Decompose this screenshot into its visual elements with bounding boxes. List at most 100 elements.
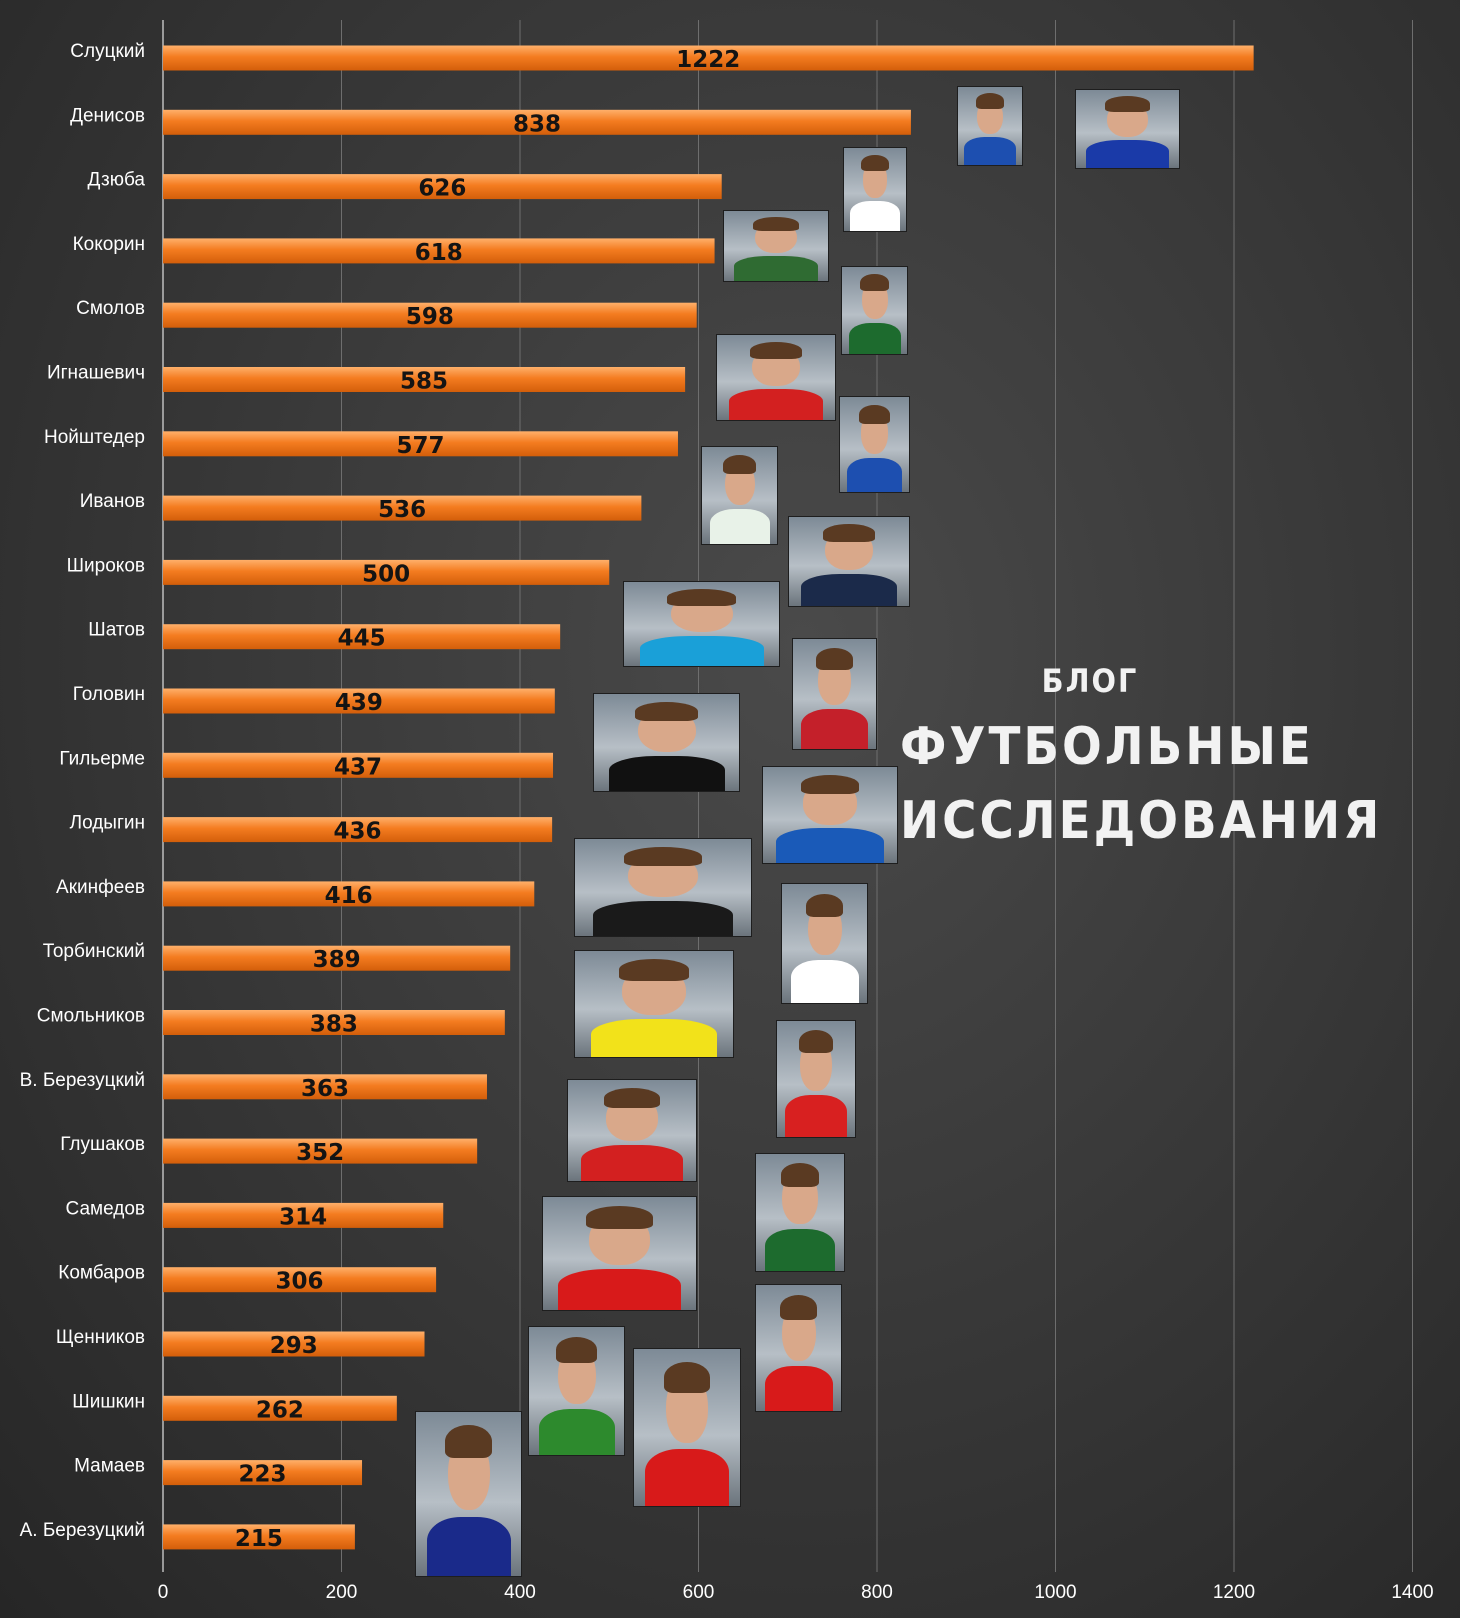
bar [163, 752, 554, 778]
value-label: 536 [378, 497, 426, 523]
player-photo [593, 693, 740, 792]
value-label: 352 [296, 1140, 344, 1166]
category-label: Слуцкий [70, 41, 145, 62]
bar [163, 1267, 437, 1293]
bar [163, 174, 722, 200]
player-photo [574, 950, 734, 1058]
labels: 0 200 400 600 800 1000 1200 1400 Слуцкий 1222 Дени… [20, 41, 1434, 1603]
category-label: Игнашевич [47, 363, 145, 384]
player-photo [841, 266, 908, 355]
player-photo [723, 210, 829, 282]
value-label: 439 [335, 690, 383, 716]
blog-branding: БЛОГ ФУТБОЛЬНЫЕ ИССЛЕДОВАНИЯ [900, 662, 1383, 858]
brand-small: БЛОГ [1041, 662, 1139, 700]
x-tick-label: 1200 [1213, 1582, 1255, 1603]
player-photo [528, 1326, 625, 1456]
value-label: 306 [276, 1269, 324, 1295]
player-photo [716, 334, 836, 421]
value-label: 215 [235, 1526, 283, 1552]
x-tick-label: 800 [861, 1582, 893, 1603]
value-label: 223 [239, 1462, 287, 1488]
bar [163, 688, 555, 714]
player-photo [623, 581, 780, 667]
value-label: 1222 [676, 47, 740, 73]
category-label: Смолов [76, 298, 145, 319]
category-label: Самедов [66, 1198, 145, 1219]
bar [163, 817, 553, 843]
value-label: 389 [313, 947, 361, 973]
category-label: Гильерме [59, 748, 145, 769]
player-photo [633, 1348, 741, 1507]
player-photo [755, 1284, 842, 1412]
brand-line-2: ИССЛЕДОВАНИЯ [900, 791, 1383, 851]
category-label: В. Березуцкий [20, 1070, 145, 1091]
value-label: 314 [279, 1204, 327, 1230]
bar [163, 495, 642, 521]
category-label: А. Березуцкий [20, 1520, 145, 1541]
value-label: 416 [325, 883, 373, 909]
bar [163, 1202, 444, 1228]
category-label: Широков [67, 555, 145, 576]
value-label: 838 [513, 111, 561, 137]
category-label: Иванов [80, 491, 145, 512]
bar [163, 1331, 425, 1357]
player-photo [788, 516, 910, 607]
value-label: 437 [334, 754, 382, 780]
category-label: Глушаков [60, 1134, 145, 1155]
x-tick-label: 400 [504, 1582, 536, 1603]
value-label: 383 [310, 1012, 358, 1038]
x-tick-label: 600 [683, 1582, 715, 1603]
category-label: Денисов [70, 105, 145, 126]
category-label: Шишкин [72, 1391, 145, 1412]
bar [163, 431, 678, 457]
player-photo [843, 147, 907, 232]
value-label: 626 [418, 176, 466, 202]
category-label: Кокорин [73, 234, 145, 255]
bar [163, 1010, 505, 1035]
x-tick-label: 200 [326, 1582, 358, 1603]
player-photo [792, 638, 877, 750]
bar [163, 1524, 355, 1550]
player-photo [755, 1153, 845, 1272]
player-photo [1075, 89, 1180, 169]
bar [163, 1460, 363, 1486]
value-label: 585 [400, 369, 448, 395]
brand-line-1: ФУТБОЛЬНЫЕ [900, 717, 1314, 777]
x-tick-label: 1400 [1391, 1582, 1433, 1603]
bar [163, 624, 561, 650]
bar [163, 881, 535, 907]
bar [163, 1074, 487, 1100]
bar [163, 1395, 397, 1421]
bar [163, 945, 511, 971]
bar [163, 45, 1254, 71]
bar [163, 109, 911, 135]
category-label: Головин [73, 684, 145, 705]
bar [163, 367, 686, 392]
player-photo [781, 883, 868, 1004]
bar [163, 238, 715, 264]
value-label: 577 [396, 433, 444, 459]
player-photo [776, 1020, 856, 1138]
value-label: 445 [338, 626, 386, 652]
player-photo [701, 446, 778, 545]
bar [163, 1138, 478, 1164]
player-photo [957, 86, 1023, 166]
value-label: 262 [256, 1397, 304, 1423]
player-photo [839, 396, 910, 493]
value-label: 618 [415, 240, 463, 266]
category-label: Щенников [56, 1327, 145, 1348]
bar [163, 302, 697, 328]
category-label: Торбинский [43, 941, 145, 962]
player-photo [542, 1196, 697, 1311]
value-label: 293 [270, 1333, 318, 1359]
player-photo [762, 766, 898, 864]
category-label: Смольников [37, 1006, 145, 1027]
value-label: 436 [334, 819, 382, 845]
category-label: Комбаров [58, 1263, 145, 1284]
category-label: Нойштедер [44, 427, 145, 448]
bar [163, 559, 610, 585]
category-label: Мамаев [74, 1456, 145, 1477]
value-label: 500 [362, 561, 410, 587]
player-photo [574, 838, 752, 937]
